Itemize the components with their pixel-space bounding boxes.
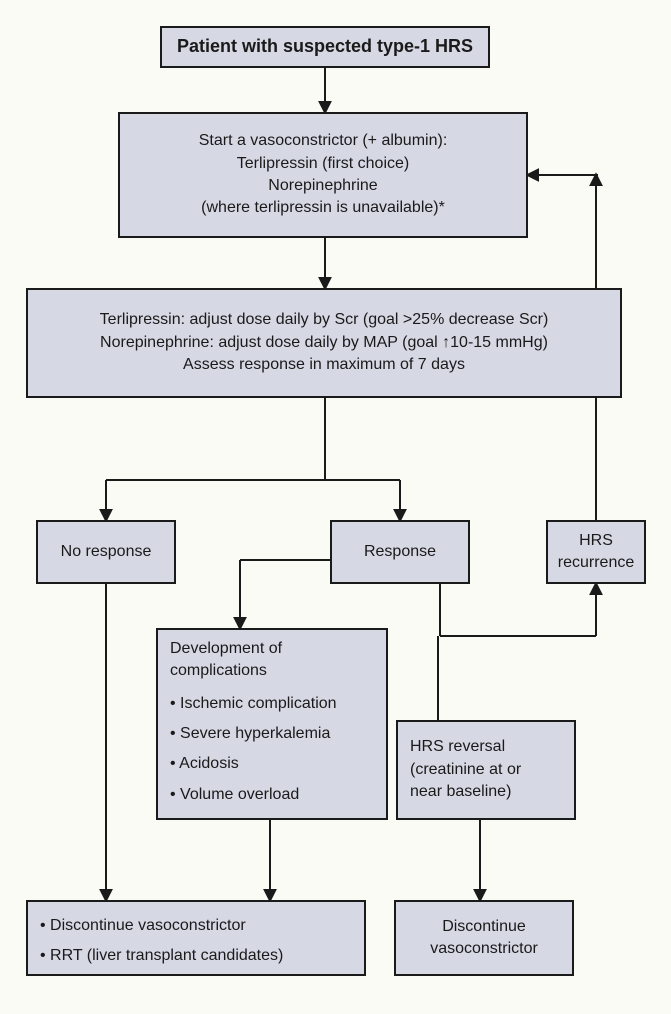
- node-n3: Terlipressin: adjust dose daily by Scr (…: [26, 288, 622, 398]
- node-n7-bullet: • Severe hyperkalemia: [170, 719, 374, 749]
- node-n2-line: Norepinephrine: [268, 175, 377, 197]
- node-n8-line: HRS reversal: [410, 736, 505, 758]
- node-n5-line: Response: [364, 541, 436, 563]
- node-n8-line: near baseline): [410, 781, 511, 803]
- node-n9-bullet: • RRT (liver transplant candidates): [40, 941, 352, 971]
- node-n3-line: Terlipressin: adjust dose daily by Scr (…: [100, 309, 549, 331]
- node-n1-line: Patient with suspected type-1 HRS: [177, 34, 473, 59]
- node-n4-line: No response: [61, 541, 152, 563]
- node-n8-line: (creatinine at or: [410, 759, 521, 781]
- node-n7-bullet: • Acidosis: [170, 749, 374, 779]
- node-n10-line: Discontinue: [442, 916, 526, 938]
- node-n9: • Discontinue vasoconstrictor• RRT (live…: [26, 900, 366, 976]
- node-n10: Discontinuevasoconstrictor: [394, 900, 574, 976]
- node-n4: No response: [36, 520, 176, 584]
- node-n9-bullet: • Discontinue vasoconstrictor: [40, 911, 352, 941]
- node-n9-bullets: • Discontinue vasoconstrictor• RRT (live…: [40, 911, 352, 972]
- node-n7: Development ofcomplications • Ischemic co…: [156, 628, 388, 820]
- node-n2-line: (where terlipressin is unavailable)*: [201, 197, 445, 219]
- node-n3-line: Norepinephrine: adjust dose daily by MAP…: [100, 332, 548, 354]
- node-n5: Response: [330, 520, 470, 584]
- node-n6-line: HRS: [579, 530, 613, 552]
- node-n7-bullets: • Ischemic complication• Severe hyperkal…: [170, 689, 374, 811]
- node-n6-line: recurrence: [558, 552, 634, 574]
- flowchart-canvas: Patient with suspected type-1 HRS Start a…: [0, 0, 671, 1014]
- node-n2: Start a vasoconstrictor (+ albumin):Terl…: [118, 112, 528, 238]
- node-n7-line: Development of: [170, 638, 282, 660]
- node-n7-bullet: • Ischemic complication: [170, 689, 374, 719]
- node-n2-line: Start a vasoconstrictor (+ albumin):: [199, 130, 448, 152]
- node-n3-line: Assess response in maximum of 7 days: [183, 354, 465, 376]
- node-n2-line: Terlipressin (first choice): [237, 153, 409, 175]
- node-n8: HRS reversal(creatinine at ornear baseli…: [396, 720, 576, 820]
- node-n7-line: complications: [170, 660, 267, 682]
- node-n10-line: vasoconstrictor: [430, 938, 538, 960]
- node-n1: Patient with suspected type-1 HRS: [160, 26, 490, 68]
- node-n7-bullet: • Volume overload: [170, 780, 374, 810]
- node-n6: HRSrecurrence: [546, 520, 646, 584]
